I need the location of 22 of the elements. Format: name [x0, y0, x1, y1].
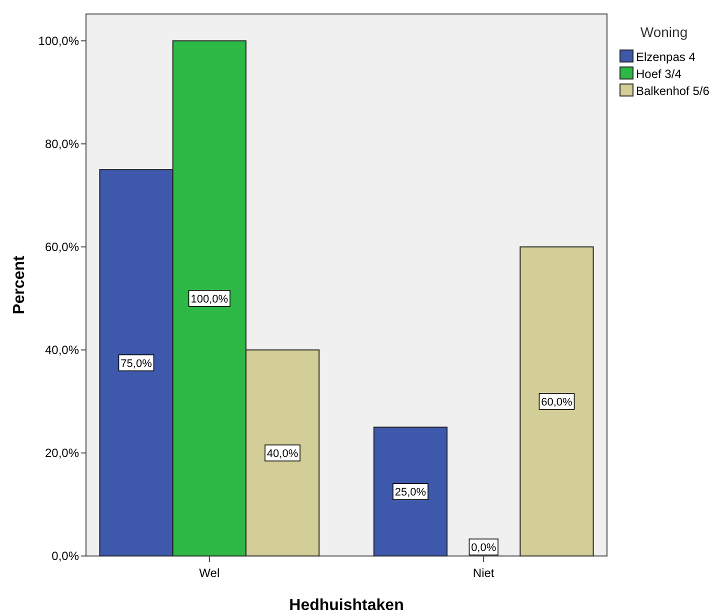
- data-label: 0,0%: [471, 542, 496, 554]
- x-axis-title: Hedhuishtaken: [289, 597, 404, 612]
- legend-label: Elzenpas 4: [636, 50, 696, 64]
- x-tick-label: Wel: [199, 566, 220, 580]
- data-label: 40,0%: [266, 448, 298, 460]
- data-label: 60,0%: [541, 396, 573, 408]
- y-tick-label: 0,0%: [52, 549, 80, 563]
- bar: [520, 246, 594, 556]
- legend-label: Balkenhof 5/6: [636, 84, 710, 98]
- bar: [373, 426, 448, 556]
- data-label: 75,0%: [120, 358, 152, 370]
- y-tick-label: 100,0%: [38, 34, 80, 48]
- y-tick-label: 80,0%: [44, 136, 80, 151]
- y-axis-title: Percent: [11, 254, 28, 314]
- legend-label: Hoef 3/4: [636, 67, 682, 81]
- x-tick-label: Niet: [472, 566, 495, 580]
- data-label: 100,0%: [190, 293, 228, 306]
- y-tick-label: 20,0%: [44, 446, 80, 460]
- y-tick-label: 40,0%: [44, 342, 80, 357]
- legend-title: Woning: [640, 24, 688, 40]
- data-label: 25,0%: [394, 486, 426, 499]
- y-tick-label: 60,0%: [44, 240, 80, 254]
